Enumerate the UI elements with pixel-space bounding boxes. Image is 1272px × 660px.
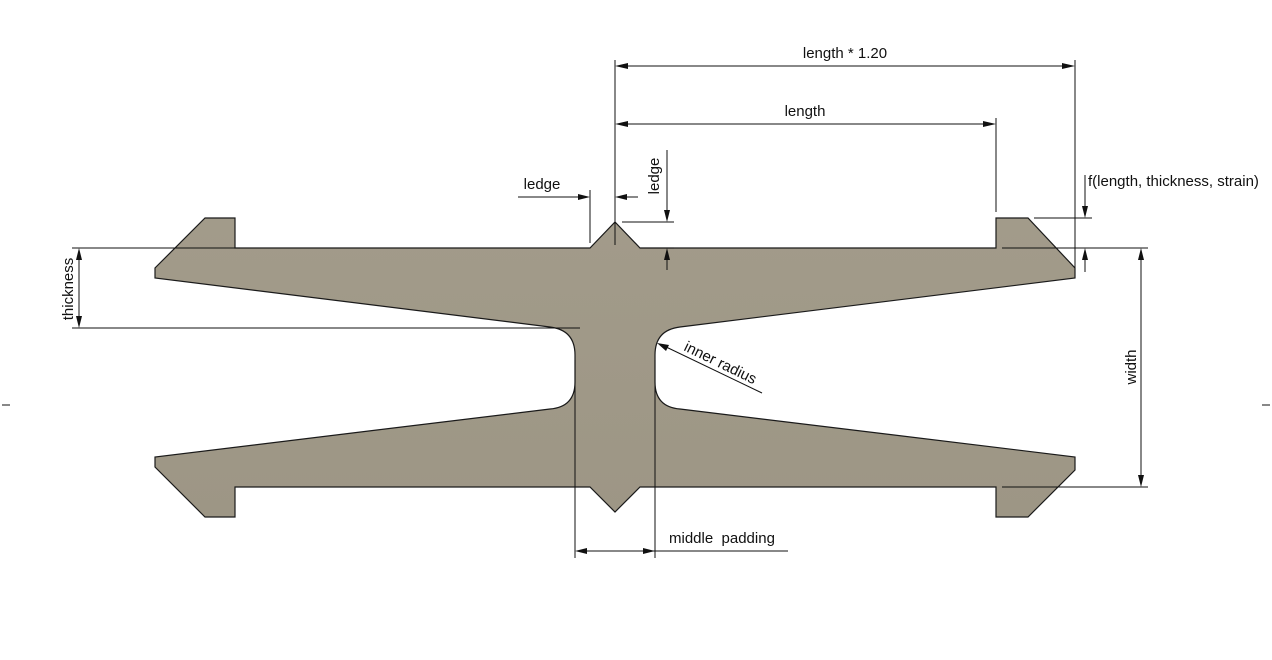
label-thickness: thickness <box>60 258 77 321</box>
dimension-f-function: f(length, thickness, strain) <box>1002 173 1259 272</box>
label-width: width <box>1123 349 1140 385</box>
label-length-scaled: length * 1.20 <box>803 45 887 62</box>
dimension-width: width <box>1002 248 1148 488</box>
label-ledge-horizontal: ledge <box>524 176 561 193</box>
dimension-ledge-vertical: ledge <box>622 150 674 270</box>
dimension-length-scaled: length * 1.20 <box>614 45 1076 268</box>
dimension-middle-padding: middle padding <box>574 360 788 558</box>
profile-shape <box>154 217 1076 518</box>
label-ledge-vertical: ledge <box>646 158 663 195</box>
label-f-function: f(length, thickness, strain) <box>1088 173 1259 190</box>
dimension-inner-radius: inner radius <box>657 338 763 394</box>
dimension-thickness: thickness <box>60 247 580 329</box>
dimension-length: length <box>615 103 997 212</box>
label-length: length <box>785 103 826 120</box>
label-inner-radius: inner radius <box>681 338 759 388</box>
dimension-ledge-horizontal: ledge <box>518 176 638 243</box>
label-middle-padding: middle padding <box>669 530 775 547</box>
